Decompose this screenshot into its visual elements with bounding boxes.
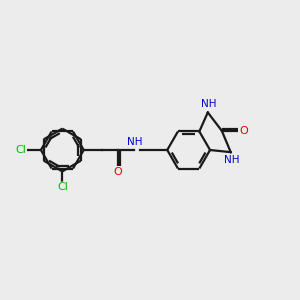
Text: NH: NH	[201, 99, 216, 110]
Text: NH: NH	[224, 155, 239, 165]
Text: Cl: Cl	[16, 145, 26, 155]
Text: Cl: Cl	[57, 182, 68, 192]
Text: O: O	[240, 126, 248, 136]
Text: NH: NH	[127, 137, 142, 147]
Text: O: O	[113, 167, 122, 177]
